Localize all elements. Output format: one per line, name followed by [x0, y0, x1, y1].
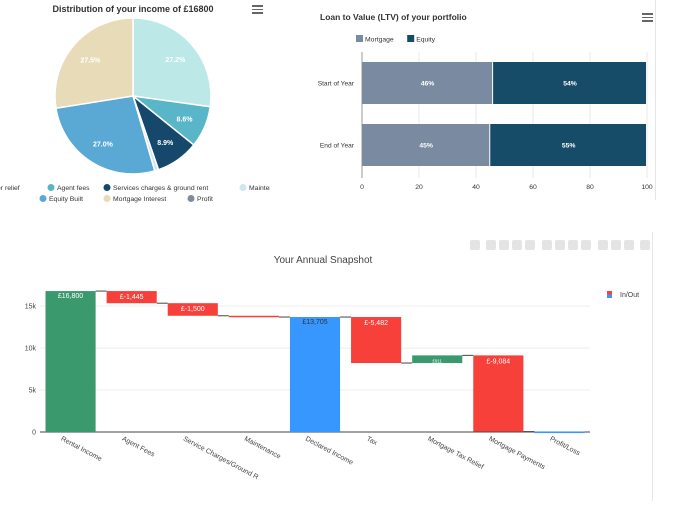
waterfall-value-label: £-1,445: [120, 294, 144, 301]
pie-title: Distribution of your income of £16800: [52, 4, 213, 14]
y-tick-label: 10k: [25, 346, 37, 353]
pie-slice-label: 27.2%: [165, 57, 186, 64]
panel-divider: [655, 0, 656, 200]
reset-axes-icon[interactable]: [581, 240, 591, 250]
pie-menu-icon[interactable]: [252, 5, 263, 14]
plotly-logo-icon[interactable]: [640, 240, 650, 250]
spike-lines-icon[interactable]: [598, 240, 608, 250]
legend-marker: [103, 195, 111, 202]
waterfall-bar-mortgage-payments: [473, 355, 524, 432]
pie-slice-mortgage-interest: [54, 17, 134, 110]
x-tick-label: Rental Income: [60, 436, 103, 463]
waterfall-bar-profit-loss: [534, 431, 585, 434]
legend-item-mortgage: Mortgage: [365, 37, 394, 44]
annual-snapshot-panel: Your Annual Snapshot 0 5k 10k 15k £16,800 £-…: [0, 232, 660, 501]
y-tick-label: 15k: [25, 304, 37, 311]
waterfall-value-label: £13,705: [302, 319, 327, 326]
zoom-out-icon[interactable]: [555, 240, 565, 250]
lasso-icon[interactable]: [525, 240, 535, 250]
ltv-title: Loan to Value (LTV) of your portfolio: [320, 12, 467, 22]
y-tick-label: 0: [32, 430, 36, 437]
pan-icon[interactable]: [499, 240, 509, 250]
legend-marker: [356, 35, 363, 42]
waterfall-value-label: £-1,500: [181, 306, 205, 313]
waterfall-title: Your Annual Snapshot: [274, 255, 373, 266]
x-tick-label: Profit/Loss: [549, 436, 582, 458]
bar-value-label: 55%: [562, 143, 576, 150]
x-tick-label: 0: [360, 184, 364, 191]
pie-slice-label: 27.0%: [93, 141, 114, 148]
waterfall-value-label: £-9,084: [486, 358, 510, 365]
pie-slice-tax-after-relief: [132, 17, 212, 108]
waterfall-value-label: £-5,482: [364, 320, 388, 327]
legend-marker: [407, 35, 415, 42]
waterfall-bar-tax: [351, 317, 402, 364]
waterfall-bar-rental-income: [45, 291, 96, 432]
legend-marker: [39, 195, 47, 202]
y-tick-label: Start of Year: [318, 81, 355, 88]
zoom-icon[interactable]: [486, 240, 496, 250]
y-tick-label: End of Year: [320, 143, 355, 150]
waterfall-bar-declared-income: [289, 317, 341, 432]
bar-value-label: 54%: [563, 81, 577, 88]
legend-marker: [47, 184, 55, 191]
legend-item-equity-built: Equity Built: [49, 196, 83, 203]
legend-in-out: In/Out: [620, 292, 639, 299]
zoom-in-icon[interactable]: [542, 240, 552, 250]
legend-item-services-charges-ground-rent: Services charges & ground rent: [113, 185, 208, 192]
x-tick-label: 80: [586, 184, 594, 191]
panel-divider: [652, 232, 653, 501]
x-tick-label: Mortgage Payments: [487, 436, 546, 472]
pie-slice-label: 8.6%: [177, 116, 194, 123]
x-tick-label: Maintenance: [243, 436, 282, 461]
pie-slice-label: 8.9%: [157, 140, 174, 147]
y-tick-label: 5k: [29, 388, 37, 395]
legend-item-profit: Profit: [197, 196, 213, 203]
x-tick-label: Agent Fees: [121, 436, 156, 459]
legend-marker-in: [607, 294, 612, 298]
x-tick-label: 100: [641, 184, 653, 191]
hover-closest-icon[interactable]: [611, 240, 621, 250]
ltv-panel: Loan to Value (LTV) of your portfolio Mo…: [290, 0, 660, 200]
x-tick-label: Tax: [365, 436, 378, 448]
bar-value-label: 45%: [419, 143, 433, 150]
waterfall-bar-mortgage-tax-relief: [412, 355, 463, 364]
pie-slice-label: 27.5%: [80, 58, 101, 65]
select-box-icon[interactable]: [512, 240, 522, 250]
legend-marker: [239, 184, 247, 191]
x-tick-label: 40: [472, 184, 480, 191]
annual-snapshot-waterfall: Your Annual Snapshot 0 5k 10k 15k £16,800 £-…: [25, 255, 639, 481]
waterfall-bar-service-charges-ground-r: [167, 303, 218, 316]
x-tick-label: Mortgage Tax Relief: [426, 436, 484, 471]
x-tick-label: 20: [415, 184, 423, 191]
legend-marker: [187, 195, 195, 202]
x-tick-label: 60: [529, 184, 537, 191]
legend-marker-out: [607, 291, 612, 295]
ltv-bar-chart: Loan to Value (LTV) of your portfolio Mo…: [318, 12, 653, 191]
waterfall-value-label: £911: [432, 358, 442, 363]
pie-slice-equity-built: [55, 95, 156, 175]
x-tick-label: Declared Income: [304, 436, 354, 467]
waterfall-bar-agent-fees: [106, 291, 157, 304]
legend-item-mortgage-interest: Mortgage Interest: [113, 196, 166, 203]
ltv-menu-icon[interactable]: [642, 13, 653, 22]
legend-item-maintenance: Maintenance: [249, 185, 270, 192]
bar-mortgage-start-of-year: [362, 62, 493, 104]
waterfall-value-label: £16,800: [58, 293, 83, 300]
legend-item-agent-fees: Agent fees: [57, 185, 90, 192]
autoscale-icon[interactable]: [568, 240, 578, 250]
legend-item-equity: Equity: [416, 37, 435, 44]
camera-icon[interactable]: [470, 240, 480, 250]
bar-equity-end-of-year: [490, 124, 646, 166]
legend-marker: [103, 184, 111, 191]
bar-equity-start-of-year: [493, 62, 646, 104]
bar-mortgage-end-of-year: [362, 124, 490, 166]
bar-value-label: 46%: [421, 81, 435, 88]
income-pie-chart: Distribution of your income of £16800 27…: [0, 4, 288, 203]
legend-item-tax-after-relief: Tax after relief: [0, 185, 20, 192]
income-distribution-panel: Distribution of your income of £16800 27…: [0, 0, 288, 215]
hover-compare-icon[interactable]: [624, 240, 634, 250]
waterfall-bar-maintenance: [228, 315, 279, 318]
